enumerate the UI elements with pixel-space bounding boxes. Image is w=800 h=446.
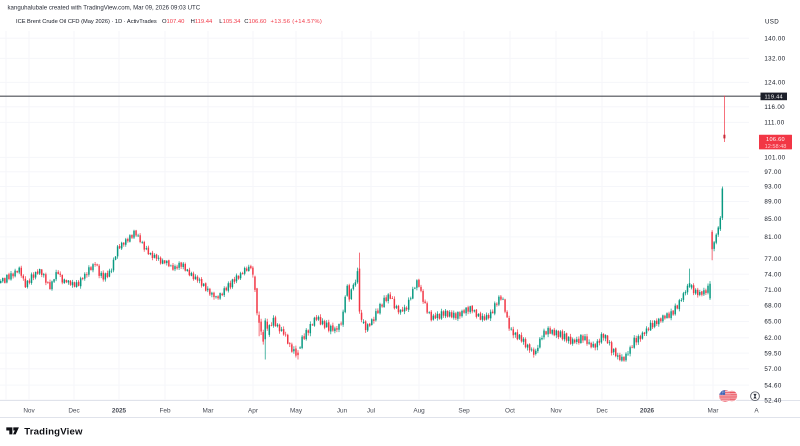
svg-text:101.00: 101.00 xyxy=(764,155,785,162)
svg-text:93.00: 93.00 xyxy=(764,184,781,191)
svg-text:TradingView: TradingView xyxy=(24,426,83,437)
svg-text:74.00: 74.00 xyxy=(764,271,781,278)
svg-text:97.00: 97.00 xyxy=(764,169,781,176)
svg-text:L105.34: L105.34 xyxy=(219,19,241,25)
svg-text:81.00: 81.00 xyxy=(764,234,781,241)
svg-text:12:58:48: 12:58:48 xyxy=(765,144,787,150)
svg-text:Mar: Mar xyxy=(707,408,719,415)
svg-text:71.00: 71.00 xyxy=(764,287,781,294)
svg-text:H119.44: H119.44 xyxy=(191,19,213,25)
svg-text:119.44: 119.44 xyxy=(764,94,783,100)
svg-text:Dec: Dec xyxy=(596,408,608,415)
svg-text:111.00: 111.00 xyxy=(764,120,784,127)
svg-text:USD: USD xyxy=(765,18,779,25)
svg-text:Jul: Jul xyxy=(367,408,375,415)
svg-text:A: A xyxy=(754,408,759,415)
svg-text:Oct: Oct xyxy=(505,408,515,415)
svg-text:124.00: 124.00 xyxy=(764,80,785,87)
svg-text:65.00: 65.00 xyxy=(764,319,781,326)
svg-text:89.00: 89.00 xyxy=(764,199,781,206)
svg-text:77.00: 77.00 xyxy=(764,256,781,263)
svg-text:85.00: 85.00 xyxy=(764,216,781,223)
svg-text:62.00: 62.00 xyxy=(764,335,781,342)
svg-text:Mar: Mar xyxy=(202,408,214,415)
svg-text:57.00: 57.00 xyxy=(764,366,781,373)
svg-text:59.50: 59.50 xyxy=(764,350,781,357)
svg-text:Aug: Aug xyxy=(413,408,425,415)
svg-text:140.00: 140.00 xyxy=(764,36,785,43)
svg-text:C106.60: C106.60 xyxy=(244,19,267,25)
svg-text:May: May xyxy=(290,408,303,415)
svg-text:Apr: Apr xyxy=(248,408,259,415)
svg-text:106.60: 106.60 xyxy=(766,137,785,143)
svg-text:ICE Brent Crude Oil CFD (May 2: ICE Brent Crude Oil CFD (May 2026) · 1D … xyxy=(16,19,157,25)
svg-text:54.60: 54.60 xyxy=(764,382,781,389)
svg-text:+13.56 (+14.57%): +13.56 (+14.57%) xyxy=(271,19,323,25)
svg-text:Nov: Nov xyxy=(550,408,562,415)
svg-text:Feb: Feb xyxy=(159,408,170,415)
svg-text:52.40: 52.40 xyxy=(764,397,781,404)
svg-text:Dec: Dec xyxy=(68,408,80,415)
svg-text:Nov: Nov xyxy=(23,408,35,415)
svg-text:O107.40: O107.40 xyxy=(162,19,185,25)
svg-text:kanguhalubale created with Tra: kanguhalubale created with TradingView.c… xyxy=(8,5,201,12)
svg-text:132.00: 132.00 xyxy=(764,56,785,63)
svg-text:2025: 2025 xyxy=(112,408,127,415)
svg-text:116.00: 116.00 xyxy=(764,104,785,111)
svg-text:Jun: Jun xyxy=(337,408,348,415)
svg-text:68.00: 68.00 xyxy=(764,303,781,310)
svg-text:2026: 2026 xyxy=(640,408,655,415)
svg-text:Sep: Sep xyxy=(458,408,470,415)
